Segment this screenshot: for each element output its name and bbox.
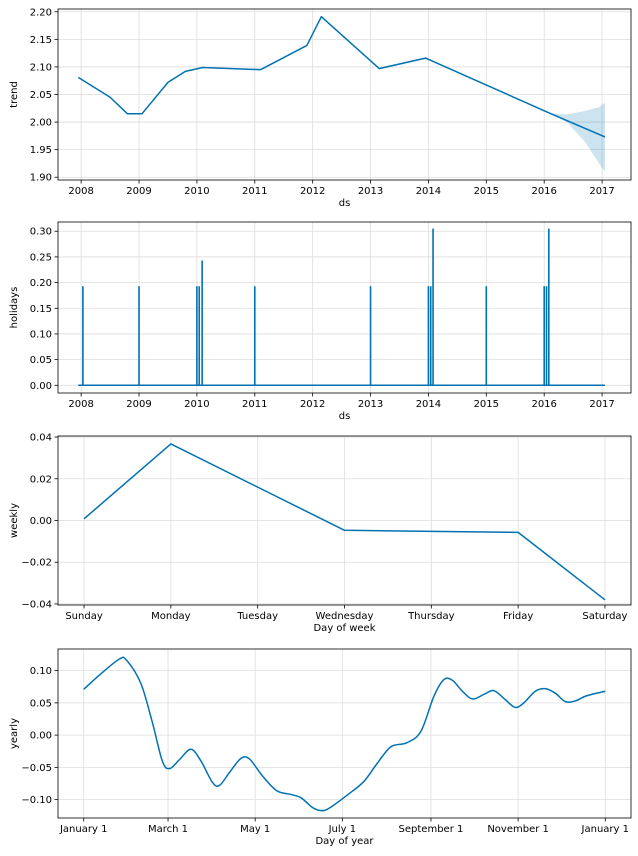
weekly-ytick-label: 0.02 (30, 474, 52, 485)
holidays-panel: 2008 2009 2010 2011 2012 2013 2014 2015 2016 2017… (9, 221, 632, 422)
holidays-ylabel: holidays (9, 287, 20, 329)
yearly-ytick-label: 0.10 (30, 666, 52, 677)
trend-ytick-label: 2.10 (30, 62, 52, 73)
yearly-panel: January 1 March 1 May 1 July 1 September 1 No… (9, 648, 632, 847)
holidays-ytick-label: 0.00 (30, 381, 52, 392)
weekly-xtick-label: Sunday (65, 611, 102, 622)
trend-xtick-label: 2009 (126, 186, 151, 197)
trend-ytick-label: 1.90 (30, 173, 52, 184)
holidays-xtick-label: 2017 (589, 399, 614, 410)
holidays-xtick-label: 2010 (184, 399, 209, 410)
weekly-ytick-label: −0.02 (21, 558, 52, 569)
weekly-ytick-label: −0.04 (21, 599, 52, 610)
trend-ylabel: trend (9, 81, 20, 108)
trend-xtick-label: 2013 (358, 186, 383, 197)
weekly-ylabel: weekly (9, 503, 20, 538)
holidays-axes-frame (57, 221, 632, 394)
trend-ytick-label: 2.15 (30, 35, 52, 46)
holidays-xtick-label: 2011 (242, 399, 267, 410)
holidays-xlabel: ds (339, 411, 351, 422)
weekly-xtick-label: Friday (503, 611, 533, 622)
trend-xtick-label: 2008 (68, 186, 93, 197)
trend-ytick-label: 1.95 (30, 145, 52, 156)
holidays-xtick-label: 2015 (474, 399, 499, 410)
trend-xtick-label: 2017 (589, 186, 614, 197)
weekly-xtick-label: Monday (151, 611, 191, 622)
yearly-xtick-label: November 1 (487, 824, 549, 835)
trend-xtick-label: 2010 (184, 186, 209, 197)
holidays-ytick-label: 0.25 (30, 252, 52, 263)
trend-ytick-label: 2.00 (30, 118, 52, 129)
yearly-ylabel: yearly (9, 718, 20, 749)
weekly-xtick-label: Saturday (582, 611, 627, 622)
yearly-xtick-label: May 1 (240, 824, 270, 835)
yearly-ytick-label: −0.05 (21, 763, 52, 774)
trend-xtick-label: 2016 (531, 186, 556, 197)
trend-ytick-label: 2.05 (30, 90, 52, 101)
weekly-xlabel: Day of week (313, 623, 375, 634)
yearly-xtick-label: March 1 (148, 824, 188, 835)
yearly-series-line (83, 656, 606, 812)
trend-xtick-label: 2015 (474, 186, 499, 197)
trend-xtick-label: 2012 (300, 186, 325, 197)
holidays-xtick-label: 2013 (358, 399, 383, 410)
holidays-ytick-label: 0.05 (30, 355, 52, 366)
weekly-ytick-label: 0.00 (30, 516, 52, 527)
yearly-ytick-label: −0.10 (21, 795, 52, 806)
holidays-ytick-label: 0.30 (30, 227, 52, 238)
holidays-ytick-label: 0.10 (30, 329, 52, 340)
holidays-plot-area (58, 222, 631, 393)
weekly-series-line (83, 443, 606, 601)
holidays-xtick-label: 2016 (531, 399, 556, 410)
trend-xtick-label: 2014 (416, 186, 441, 197)
weekly-panel: Sunday Monday Tuesday Wednesday Thursday Frid… (9, 433, 632, 634)
yearly-xlabel: Day of year (315, 836, 374, 847)
yearly-xtick-label: September 1 (399, 824, 464, 835)
holidays-xtick-label: 2014 (416, 399, 441, 410)
yearly-xtick-label: July 1 (328, 824, 357, 835)
trend-uncertainty-band (549, 102, 605, 172)
yearly-ytick-label: 0.00 (30, 731, 52, 742)
yearly-xtick-label: January 1 (581, 824, 629, 835)
trend-series-line (77, 15, 606, 138)
weekly-xtick-label: Wednesday (316, 611, 374, 622)
holidays-xtick-label: 2012 (300, 399, 325, 410)
holidays-ytick-label: 0.15 (30, 304, 52, 315)
yearly-ytick-label: 0.05 (30, 698, 52, 709)
trend-panel: 2008 2009 2010 2011 2012 2013 2014 2015 2016 2017… (9, 7, 632, 209)
yearly-xtick-label: January 1 (59, 824, 107, 835)
weekly-xtick-label: Thursday (407, 611, 455, 622)
weekly-xtick-label: Tuesday (236, 611, 278, 622)
yearly-plot-area (58, 649, 631, 818)
trend-xlabel: ds (339, 198, 351, 209)
holidays-xtick-label: 2008 (68, 399, 93, 410)
holidays-ytick-label: 0.20 (30, 278, 52, 289)
weekly-ytick-label: 0.04 (30, 433, 52, 444)
yearly-axes-frame (57, 648, 632, 819)
holidays-xtick-label: 2009 (126, 399, 151, 410)
trend-ytick-label: 2.20 (30, 7, 52, 18)
trend-xtick-label: 2011 (242, 186, 267, 197)
